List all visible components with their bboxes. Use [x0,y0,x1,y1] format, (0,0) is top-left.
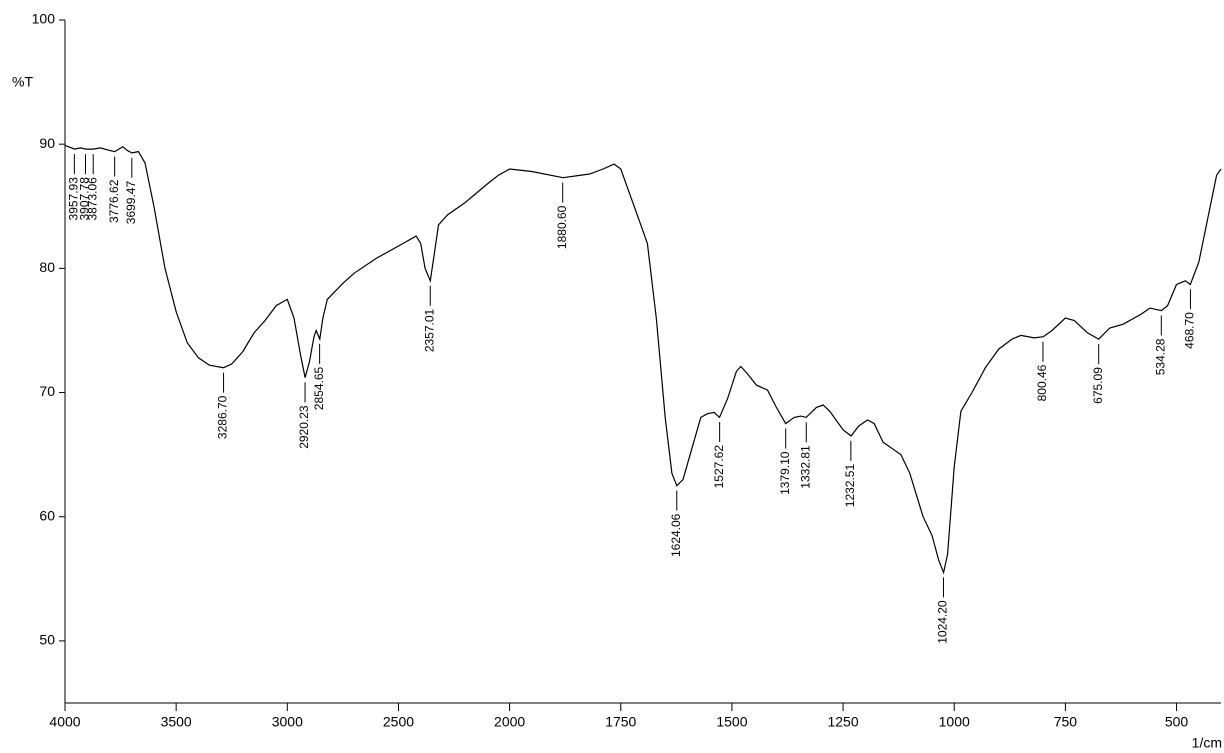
peak-label: 1624.06 [669,513,683,557]
x-tick-label: 500 [1165,714,1189,730]
peak-label: 3286.70 [216,395,230,439]
y-tick-label: 100 [32,11,56,27]
peak-label: 2357.01 [422,308,436,352]
y-tick-label: 60 [39,507,55,523]
x-tick-label: 2000 [494,714,525,730]
peak-label: 1379.10 [778,451,792,495]
peak-label: 1880.60 [555,205,569,249]
peak-label: 3957.93 [67,177,81,221]
peak-label: 2854.65 [312,366,326,410]
y-tick-label: 70 [39,383,55,399]
x-axis-label: 1/cm [1192,735,1222,751]
peak-label: 800.46 [1035,364,1049,401]
peak-label: 2920.23 [297,405,311,449]
peak-label: 3907.78 [78,177,92,221]
peak-label: 3699.47 [124,181,138,225]
x-tick-label: 3000 [272,714,303,730]
spectrum-line [64,144,1222,575]
x-tick-label: 1750 [605,714,636,730]
y-tick-label: 50 [39,632,55,648]
peak-label: 1232.51 [843,464,857,508]
peak-label: 3776.62 [107,179,121,223]
x-tick-label: 750 [1054,714,1078,730]
peak-label: 675.09 [1091,367,1105,404]
x-tick-label: 3500 [161,714,192,730]
peak-label: 1527.62 [712,445,726,489]
y-axis-label: %T [12,74,33,90]
y-tick-label: 80 [39,259,55,275]
peak-label: 534.28 [1153,338,1167,375]
x-tick-label: 4000 [49,714,80,730]
y-tick-label: 90 [39,135,55,151]
x-tick-label: 2500 [383,714,414,730]
x-tick-label: 1000 [939,714,970,730]
peak-label: 1024.20 [936,600,950,644]
peak-label: 468.70 [1183,312,1197,349]
x-tick-label: 1250 [827,714,858,730]
peak-label: 3873.06 [85,177,99,221]
x-tick-label: 1500 [716,714,747,730]
peak-label: 1332.81 [798,445,812,489]
